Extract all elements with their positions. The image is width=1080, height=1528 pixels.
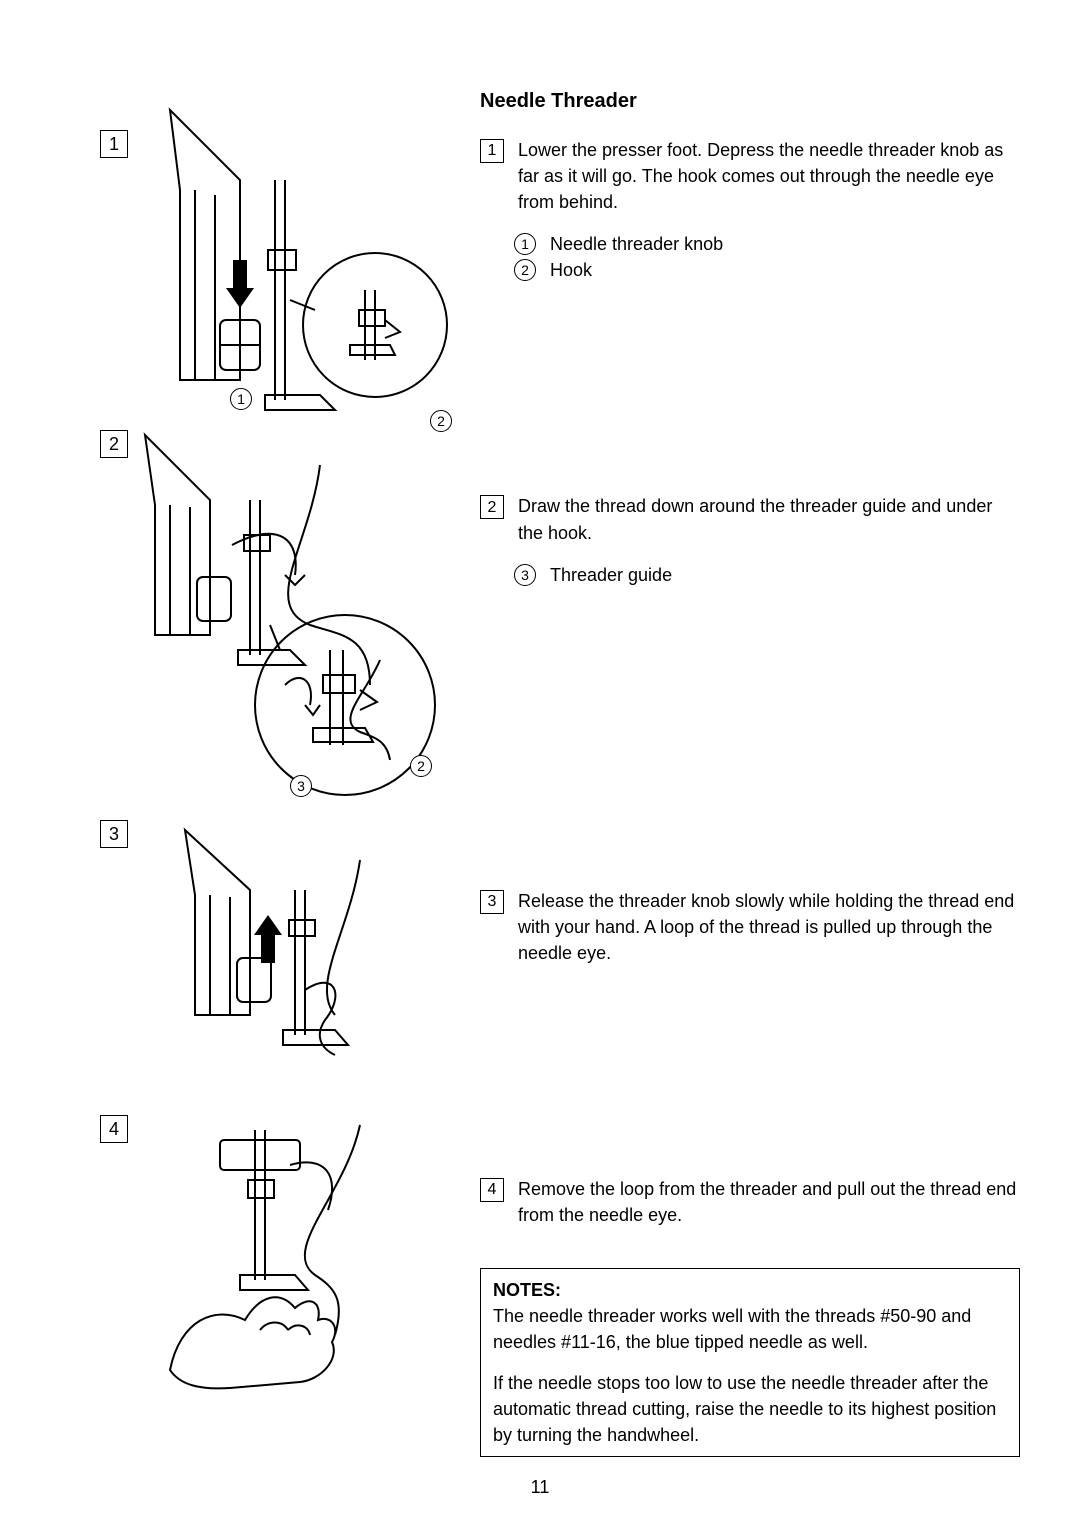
callout-number: 3 [514,564,536,586]
step-text: Release the threader knob slowly while h… [518,888,1020,966]
page-number: 11 [0,1477,1080,1498]
spacer [480,588,1020,848]
callout-2b-icon: 2 [410,755,432,777]
diagram-label-4: 4 [100,1115,128,1143]
notes-p2: If the needle stops too low to use the n… [493,1370,1007,1448]
diagram-step-2: 3 2 [120,425,460,805]
spacer [480,283,1020,453]
callout-label: Threader guide [550,562,672,588]
callout-1-icon: 1 [230,388,252,410]
step-text: Remove the loop from the threader and pu… [518,1176,1020,1228]
step-text: Draw the thread down around the threader… [518,493,1020,545]
callout-number: 1 [514,233,536,255]
callout-number: 2 [514,259,536,281]
step-2-sublist: 3 Threader guide [480,562,1020,588]
step-number: 3 [480,890,504,914]
section-heading: Needle Threader [480,90,1020,113]
spacer [480,966,1020,1136]
callout-label: Needle threader knob [550,231,723,257]
step-1-sublist: 1 Needle threader knob 2 Hook [480,231,1020,283]
step-4: 4 Remove the loop from the threader and … [480,1176,1020,1228]
callout-3-icon: 3 [290,775,312,797]
step-text: Lower the presser foot. Depress the need… [518,137,1020,215]
diagram-label-3: 3 [100,820,128,848]
step-1: 1 Lower the presser foot. Depress the ne… [480,137,1020,453]
diagram-column: 1 [60,80,460,1488]
notes-box: NOTES: The needle threader works well wi… [480,1268,1020,1457]
step-number: 4 [480,1178,504,1202]
step-2: 2 Draw the thread down around the thread… [480,493,1020,847]
step-3: 3 Release the threader knob slowly while… [480,888,1020,1136]
diagram-step-1: 1 2 [120,100,460,440]
notes-p1: The needle threader works well with the … [493,1306,971,1352]
page-layout: 1 [60,80,1020,1488]
text-column: Needle Threader 1 Lower the presser foot… [480,80,1020,1488]
diagram-step-4 [160,1120,420,1400]
step-number: 1 [480,139,504,163]
notes-title: NOTES: [493,1280,561,1300]
diagram-step-3 [160,820,420,1060]
step-number: 2 [480,495,504,519]
callout-label: Hook [550,257,592,283]
